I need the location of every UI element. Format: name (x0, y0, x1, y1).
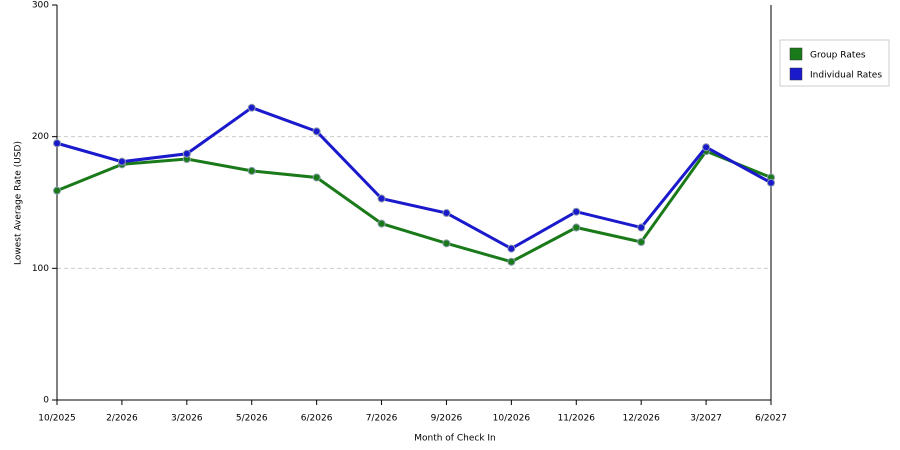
point (507, 257, 516, 266)
point (312, 127, 321, 136)
x-tick-label: 12/2026 (622, 414, 660, 424)
point (442, 239, 451, 248)
y-tick-label: 300 (32, 1, 49, 11)
x-tick-label: 9/2026 (431, 414, 463, 424)
point (702, 143, 711, 152)
point (637, 238, 646, 246)
y-tick-label: 100 (32, 264, 49, 274)
point (507, 244, 516, 253)
x-axis-label: Month of Check In (414, 434, 496, 444)
point (377, 219, 386, 228)
legend-swatch (789, 47, 803, 61)
legend-swatch (789, 67, 803, 81)
x-tick-label: 3/2026 (171, 414, 203, 424)
point (247, 166, 256, 175)
point (117, 157, 126, 166)
point (767, 178, 775, 187)
x-tick-label: 7/2026 (366, 414, 398, 424)
x-tick-label: 11/2026 (558, 414, 596, 424)
y-tick-label: 200 (32, 132, 49, 142)
point (572, 207, 581, 216)
point (53, 186, 61, 195)
point (442, 209, 451, 218)
x-tick-label: 6/2027 (755, 414, 787, 424)
point (377, 194, 386, 203)
x-tick-label: 3/2027 (690, 414, 722, 424)
point (247, 103, 256, 112)
legend-label: Individual Rates (810, 71, 882, 81)
x-tick-label: 5/2026 (236, 414, 268, 424)
point (182, 149, 191, 158)
x-tick-label: 10/2026 (493, 414, 531, 424)
y-axis-label: Lowest Average Rate (USD) (14, 141, 24, 265)
x-tick-label: 6/2026 (301, 414, 333, 424)
x-tick-label: 10/2025 (38, 414, 75, 424)
point (312, 173, 321, 182)
point (572, 223, 581, 232)
series-line (56, 149, 772, 264)
x-tick-label: 2/2026 (106, 414, 138, 424)
y-tick-label: 0 (43, 396, 49, 406)
point (53, 139, 61, 148)
legend-label: Group Rates (810, 51, 866, 61)
series-line (56, 106, 772, 251)
point (637, 223, 646, 232)
